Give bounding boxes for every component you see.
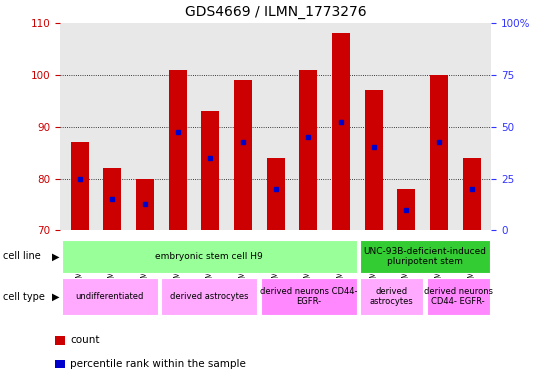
- Bar: [234, 80, 252, 230]
- Text: undifferentiated: undifferentiated: [76, 292, 144, 301]
- Bar: [397, 189, 416, 230]
- Text: derived astrocytes: derived astrocytes: [170, 292, 248, 301]
- Bar: [70, 142, 88, 230]
- Bar: [103, 168, 121, 230]
- Bar: [299, 70, 317, 230]
- Bar: [55, 360, 65, 368]
- Text: percentile rank within the sample: percentile rank within the sample: [70, 359, 246, 369]
- Bar: [169, 70, 187, 230]
- Bar: [332, 33, 350, 230]
- Bar: [261, 278, 357, 315]
- Bar: [136, 179, 154, 230]
- Bar: [430, 75, 448, 230]
- Bar: [201, 111, 219, 230]
- Bar: [365, 91, 383, 230]
- Bar: [360, 278, 423, 315]
- Text: UNC-93B-deficient-induced
pluripotent stem: UNC-93B-deficient-induced pluripotent st…: [364, 247, 486, 266]
- Bar: [55, 336, 65, 345]
- Bar: [267, 158, 284, 230]
- Text: cell line: cell line: [3, 251, 40, 262]
- Text: derived neurons
CD44- EGFR-: derived neurons CD44- EGFR-: [424, 287, 492, 306]
- Text: embryonic stem cell H9: embryonic stem cell H9: [156, 252, 263, 261]
- Bar: [62, 278, 158, 315]
- Bar: [360, 240, 490, 273]
- Text: cell type: cell type: [3, 291, 45, 302]
- Text: derived neurons CD44-
EGFR-: derived neurons CD44- EGFR-: [260, 287, 358, 306]
- Text: ▶: ▶: [52, 251, 60, 262]
- Text: derived
astrocytes: derived astrocytes: [370, 287, 414, 306]
- Bar: [427, 278, 490, 315]
- Text: ▶: ▶: [52, 291, 60, 302]
- Text: count: count: [70, 336, 99, 346]
- Title: GDS4669 / ILMN_1773276: GDS4669 / ILMN_1773276: [185, 5, 366, 19]
- Bar: [161, 278, 258, 315]
- Bar: [463, 158, 481, 230]
- Bar: [62, 240, 357, 273]
